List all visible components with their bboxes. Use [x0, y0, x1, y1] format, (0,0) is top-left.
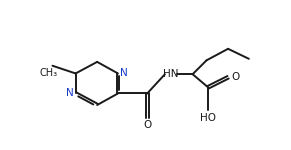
Text: HN: HN: [163, 69, 179, 79]
Text: HO: HO: [200, 113, 216, 123]
Text: O: O: [231, 72, 239, 82]
Text: CH₃: CH₃: [40, 68, 58, 78]
Text: N: N: [65, 88, 73, 98]
Text: O: O: [143, 120, 151, 130]
Text: N: N: [120, 68, 128, 78]
